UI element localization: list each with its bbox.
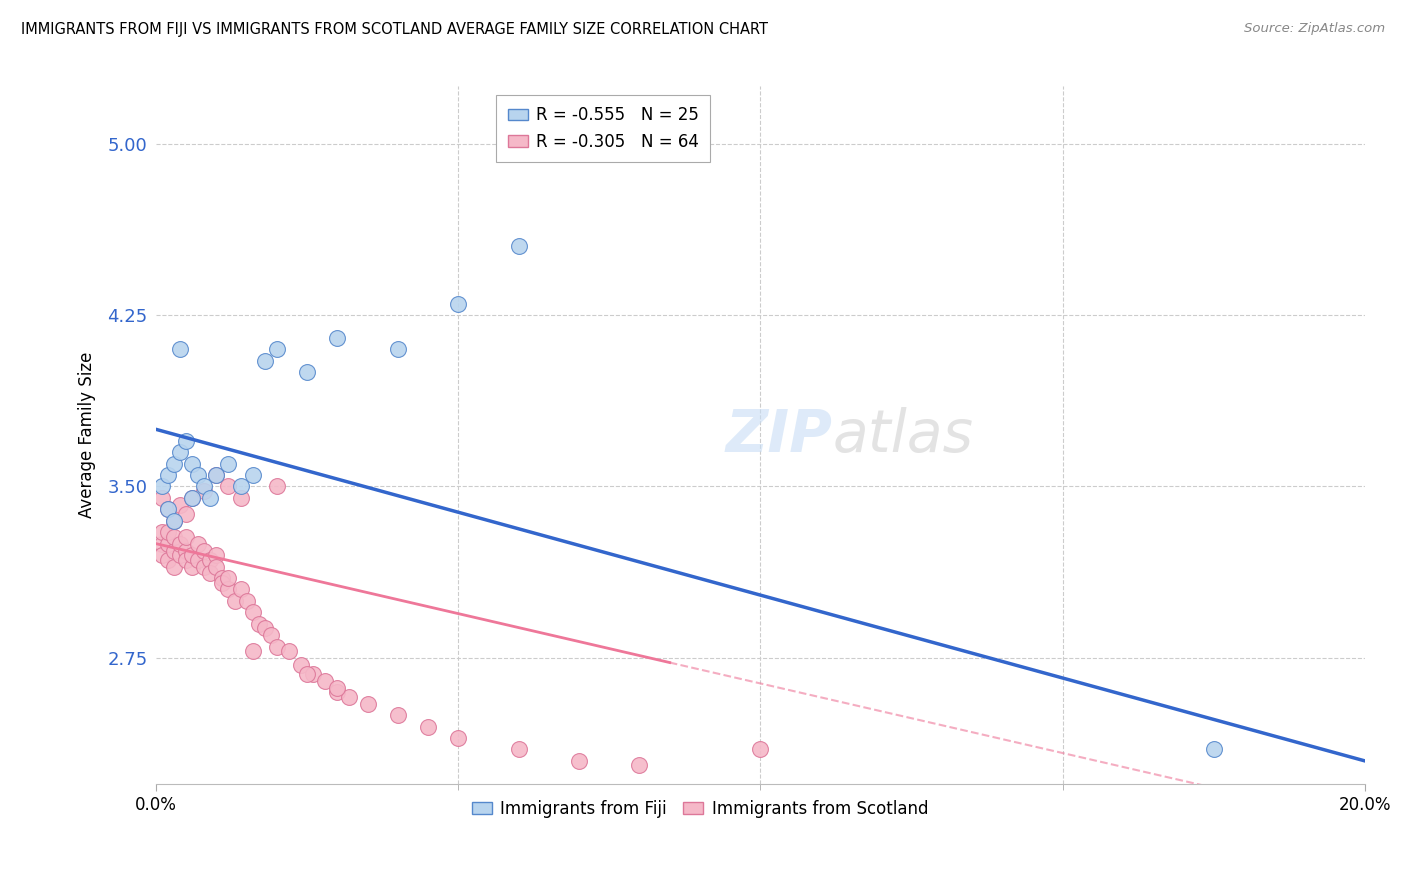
Point [416,720,439,734]
Point [163,543,186,558]
Point [337,690,360,704]
Point [205,559,228,574]
Text: ZIP: ZIP [725,407,832,464]
Point [242,644,264,658]
Point [174,507,197,521]
Point [193,484,215,499]
Point [163,514,186,528]
Point [174,552,197,566]
Point [1202,742,1225,756]
Y-axis label: Average Family Size: Average Family Size [79,351,96,518]
Point [169,548,191,562]
Point [749,742,772,756]
Point [150,536,173,550]
Point [314,673,336,688]
Point [229,479,252,493]
Point [200,552,222,566]
Point [150,479,173,493]
Point [181,457,204,471]
Point [163,530,186,544]
Point [326,681,349,695]
Point [150,548,173,562]
Point [253,353,276,368]
Point [157,525,180,540]
Point [150,491,173,505]
Point [218,571,240,585]
Point [260,628,283,642]
Point [266,343,288,357]
Point [169,498,191,512]
Point [218,479,240,493]
Point [447,296,470,310]
Point [205,468,228,483]
Point [326,685,349,699]
Point [181,559,204,574]
Point [205,548,228,562]
Point [387,343,409,357]
Point [163,457,186,471]
Text: atlas: atlas [832,407,974,464]
Point [628,758,651,772]
Point [266,479,288,493]
Point [242,468,264,483]
Text: IMMIGRANTS FROM FIJI VS IMMIGRANTS FROM SCOTLAND AVERAGE FAMILY SIZE CORRELATION: IMMIGRANTS FROM FIJI VS IMMIGRANTS FROM … [21,22,768,37]
Point [302,667,325,681]
Legend: Immigrants from Fiji, Immigrants from Scotland: Immigrants from Fiji, Immigrants from Sc… [465,793,935,824]
Point [211,575,233,590]
Point [218,582,240,597]
Point [235,594,257,608]
Point [508,742,530,756]
Point [181,491,204,505]
Point [447,731,470,745]
Point [150,525,173,540]
Point [157,552,180,566]
Point [193,479,215,493]
Point [242,605,264,619]
Point [157,502,180,516]
Point [253,621,276,635]
Point [193,559,215,574]
Point [211,571,233,585]
Point [229,582,252,597]
Text: Source: ZipAtlas.com: Source: ZipAtlas.com [1244,22,1385,36]
Point [193,543,215,558]
Point [163,559,186,574]
Point [187,552,209,566]
Point [229,491,252,505]
Point [356,697,378,711]
Point [326,331,349,345]
Point [187,468,209,483]
Point [181,491,204,505]
Point [387,708,409,723]
Point [224,594,246,608]
Point [169,343,191,357]
Point [200,491,222,505]
Point [157,468,180,483]
Point [277,644,299,658]
Point [157,502,180,516]
Point [295,365,318,379]
Point [568,754,591,768]
Point [163,514,186,528]
Point [218,457,240,471]
Point [295,667,318,681]
Point [181,548,204,562]
Point [157,536,180,550]
Point [200,566,222,581]
Point [205,468,228,483]
Point [508,239,530,253]
Point [290,657,312,672]
Point [247,616,270,631]
Point [187,536,209,550]
Point [174,530,197,544]
Point [174,434,197,448]
Point [174,543,197,558]
Point [169,445,191,459]
Point [266,640,288,654]
Point [169,536,191,550]
